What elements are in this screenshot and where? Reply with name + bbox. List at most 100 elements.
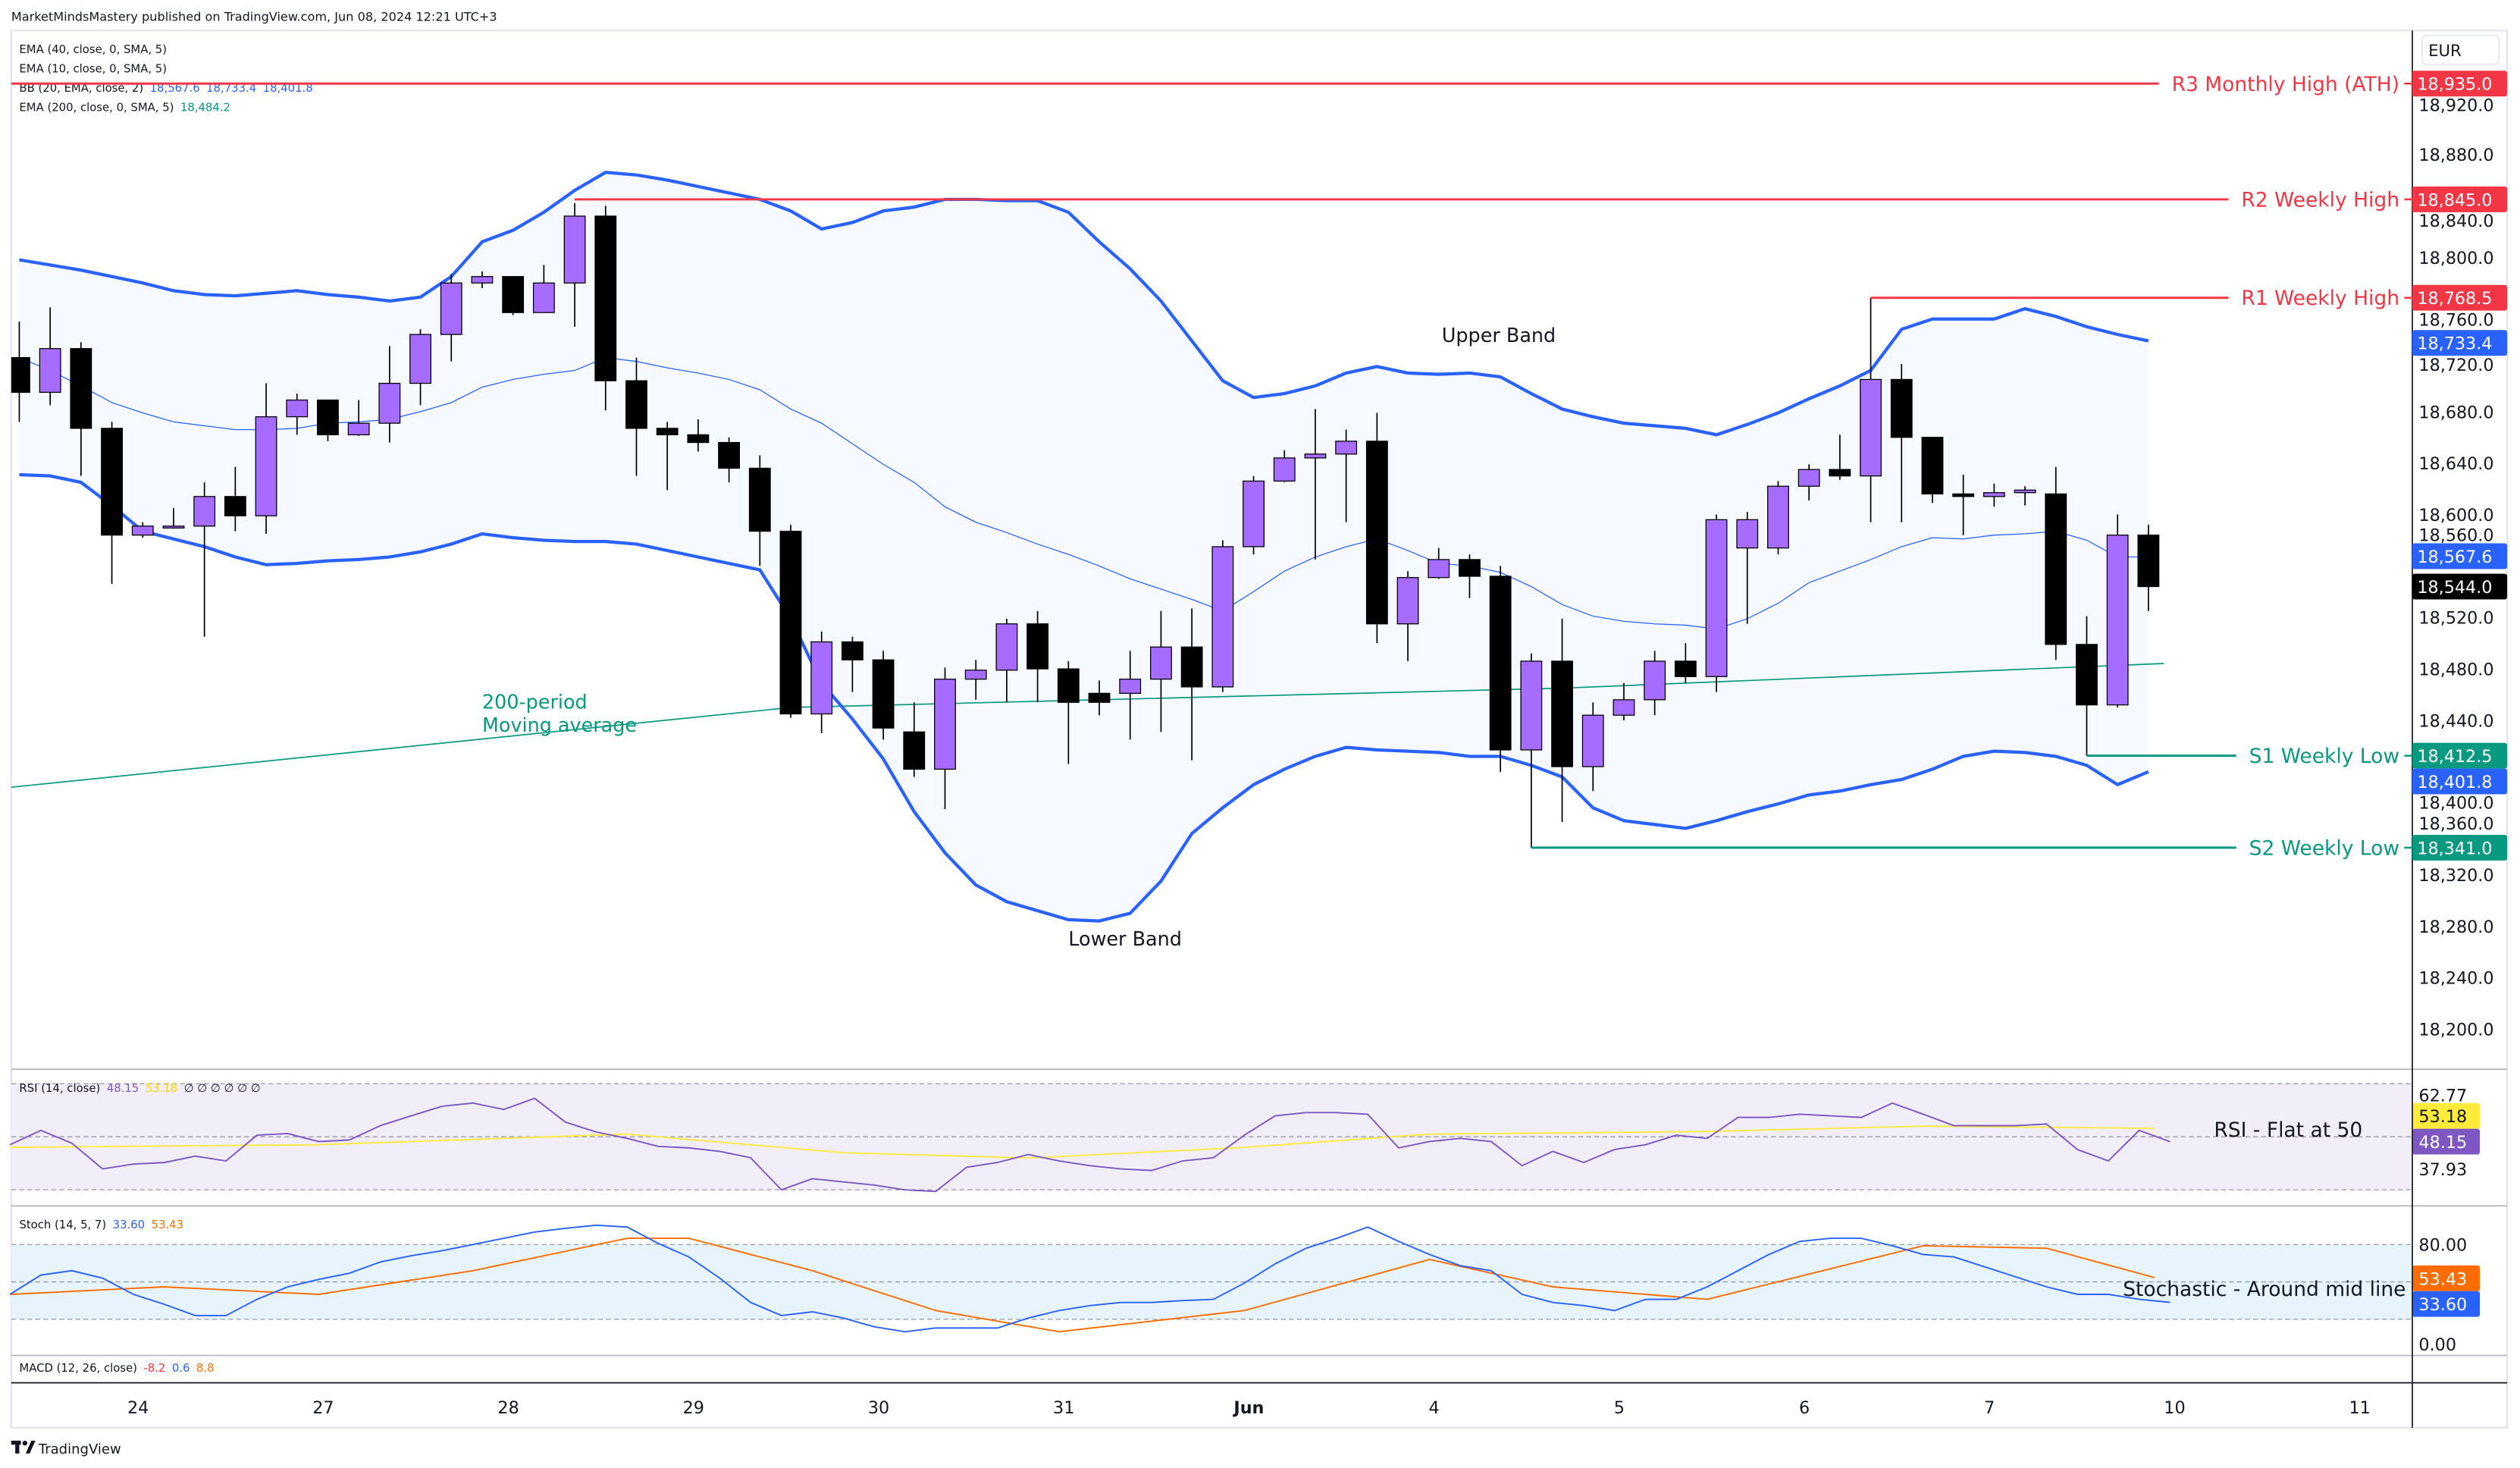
candle: [1428, 547, 1450, 579]
stoch-axis-label: 80.00: [2418, 1236, 2467, 1256]
time-tick-label: 6: [1799, 1398, 1810, 1418]
candle-body-down: [2076, 644, 2098, 706]
candle-body-up: [39, 348, 61, 394]
level-label: R3 Monthly High (ATH): [2172, 73, 2399, 96]
candle: [1644, 651, 1666, 716]
rsi-pane[interactable]: 62.77 37.93 53.18 48.15 RSI - Flat at 50: [9, 1083, 2481, 1193]
candle: [934, 667, 956, 810]
candle-body-up: [1428, 559, 1450, 579]
price-tag: [2412, 573, 2508, 600]
legend-macd[interactable]: MACD (12, 26, close) -8.2 0.6 8.8: [19, 1362, 214, 1375]
candle-body-down: [1551, 660, 1573, 767]
candle: [440, 274, 462, 362]
candle: [687, 419, 710, 452]
candle-body-down: [687, 434, 710, 444]
price-tick-label: 18,760.0: [2418, 310, 2493, 330]
level-resistance: R2 Weekly High 18,845.0: [575, 186, 2508, 212]
legend-ema200[interactable]: EMA (200, close, 0, SMA, 5) 18,484.2: [19, 101, 230, 114]
bb-lower-line: [19, 472, 2149, 923]
candle-body-down: [872, 659, 895, 729]
candle: [1396, 571, 1419, 661]
candle: [563, 203, 586, 327]
candle: [471, 271, 494, 288]
candle-body-up: [409, 334, 431, 384]
candle: [1211, 540, 1234, 692]
price-tick-label: 18,800.0: [2418, 249, 2493, 268]
level-label: R1 Weekly High: [2241, 287, 2399, 310]
candle-body-up: [934, 679, 956, 770]
level-label: S1 Weekly Low: [2249, 745, 2399, 768]
candle-body-down: [1921, 437, 1944, 495]
price-tag-value: 18,733.4: [2417, 334, 2492, 354]
time-tick-label: 4: [1429, 1398, 1440, 1418]
rsi-value-tag-text: 53.18: [2418, 1107, 2467, 1127]
legend-stoch[interactable]: Stoch (14, 5, 7) 33.60 53.43: [19, 1219, 183, 1231]
price-tag-value: 18,567.6: [2417, 547, 2492, 567]
rsi-axis-label: 37.93: [2418, 1160, 2467, 1180]
candle: [2076, 616, 2098, 756]
stoch-main-line: [9, 1224, 2171, 1333]
price-tag-value: 18,401.8: [2417, 773, 2492, 792]
time-axis[interactable]: 24 27 28 29 30 31 Jun 4 5 6 7 10 11: [127, 1398, 2371, 1418]
candle: [1459, 554, 1481, 598]
candle: [625, 357, 647, 476]
candle-body-up: [1860, 378, 1882, 477]
candle: [1335, 429, 1358, 522]
price-tick-label: 18,720.0: [2418, 356, 2493, 375]
level-label: R2 Weekly High: [2241, 188, 2399, 212]
legend-bb[interactable]: BB (20, EMA, close, 2) 18,567.6 18,733.4 18…: [19, 82, 312, 95]
candle: [1674, 643, 1697, 683]
candle: [903, 702, 926, 777]
candle-body-down: [1890, 378, 1913, 438]
candle: [1860, 297, 1882, 522]
candle: [2014, 486, 2036, 506]
price-tick-label: 18,600.0: [2418, 506, 2493, 525]
candle: [1890, 364, 1913, 522]
rsi-main-line: [9, 1097, 2171, 1193]
stoch-pane[interactable]: 80.00 0.00 53.43 33.60 Stochastic - Around m…: [9, 1224, 2481, 1355]
candle-body-up: [131, 525, 154, 536]
candle: [1119, 651, 1142, 740]
chart-annotation: Moving average: [482, 714, 637, 736]
level-label: S2 Weekly Low: [2249, 836, 2399, 860]
candle: [964, 660, 987, 700]
legend-rsi[interactable]: RSI (14, close) 48.15 53.18 ∅ ∅ ∅ ∅ ∅ ∅: [19, 1082, 260, 1095]
candle-body-up: [1273, 457, 1296, 482]
legend-ema10[interactable]: EMA (10, close, 0, SMA, 5): [19, 62, 167, 75]
candle: [286, 394, 309, 435]
candle-body-down: [1365, 441, 1388, 625]
candle-body-up: [1396, 577, 1419, 625]
candle: [995, 618, 1018, 703]
price-tick-label: 18,320.0: [2418, 866, 2493, 886]
candle: [1088, 680, 1111, 716]
candle-body-down: [1459, 559, 1481, 577]
stoch-value-tag-text: 53.43: [2418, 1269, 2467, 1289]
candle: [409, 329, 431, 406]
candle-body-up: [964, 670, 987, 680]
time-tick-label: 29: [683, 1398, 704, 1418]
currency-label: EUR: [2428, 41, 2462, 60]
chart-annotation: Lower Band: [1068, 927, 1182, 950]
price-tick-label: 18,560.0: [2418, 526, 2493, 546]
candle: [1982, 483, 2005, 507]
indicator-legend[interactable]: EMA (40, close, 0, SMA, 5) EMA (10, clos…: [19, 43, 312, 1375]
currency-button[interactable]: EUR: [2421, 34, 2500, 65]
candle: [656, 422, 679, 491]
bollinger-band-fill: [19, 172, 2149, 921]
price-tick-label: 18,240.0: [2418, 969, 2493, 989]
candle-body-up: [1736, 519, 1759, 549]
candle: [1798, 464, 1820, 500]
level-resistance: R1 Weekly High 18,768.5: [1870, 284, 2508, 311]
level-price-tag: [2412, 834, 2508, 861]
tradingview-footer-logo[interactable]: TradingView: [11, 1440, 121, 1457]
candle-body-down: [502, 276, 525, 313]
candle: [1705, 514, 1728, 692]
candle-body-down: [1180, 646, 1203, 688]
price-axis[interactable]: 18,200.0 18,240.0 18,280.0 18,320.0 18,360.0…: [2418, 96, 2493, 1040]
candle-body-down: [1674, 660, 1697, 677]
legend-ema40[interactable]: EMA (40, close, 0, SMA, 5): [19, 43, 167, 56]
candle-body-up: [471, 276, 494, 284]
candle: [1921, 437, 1944, 503]
